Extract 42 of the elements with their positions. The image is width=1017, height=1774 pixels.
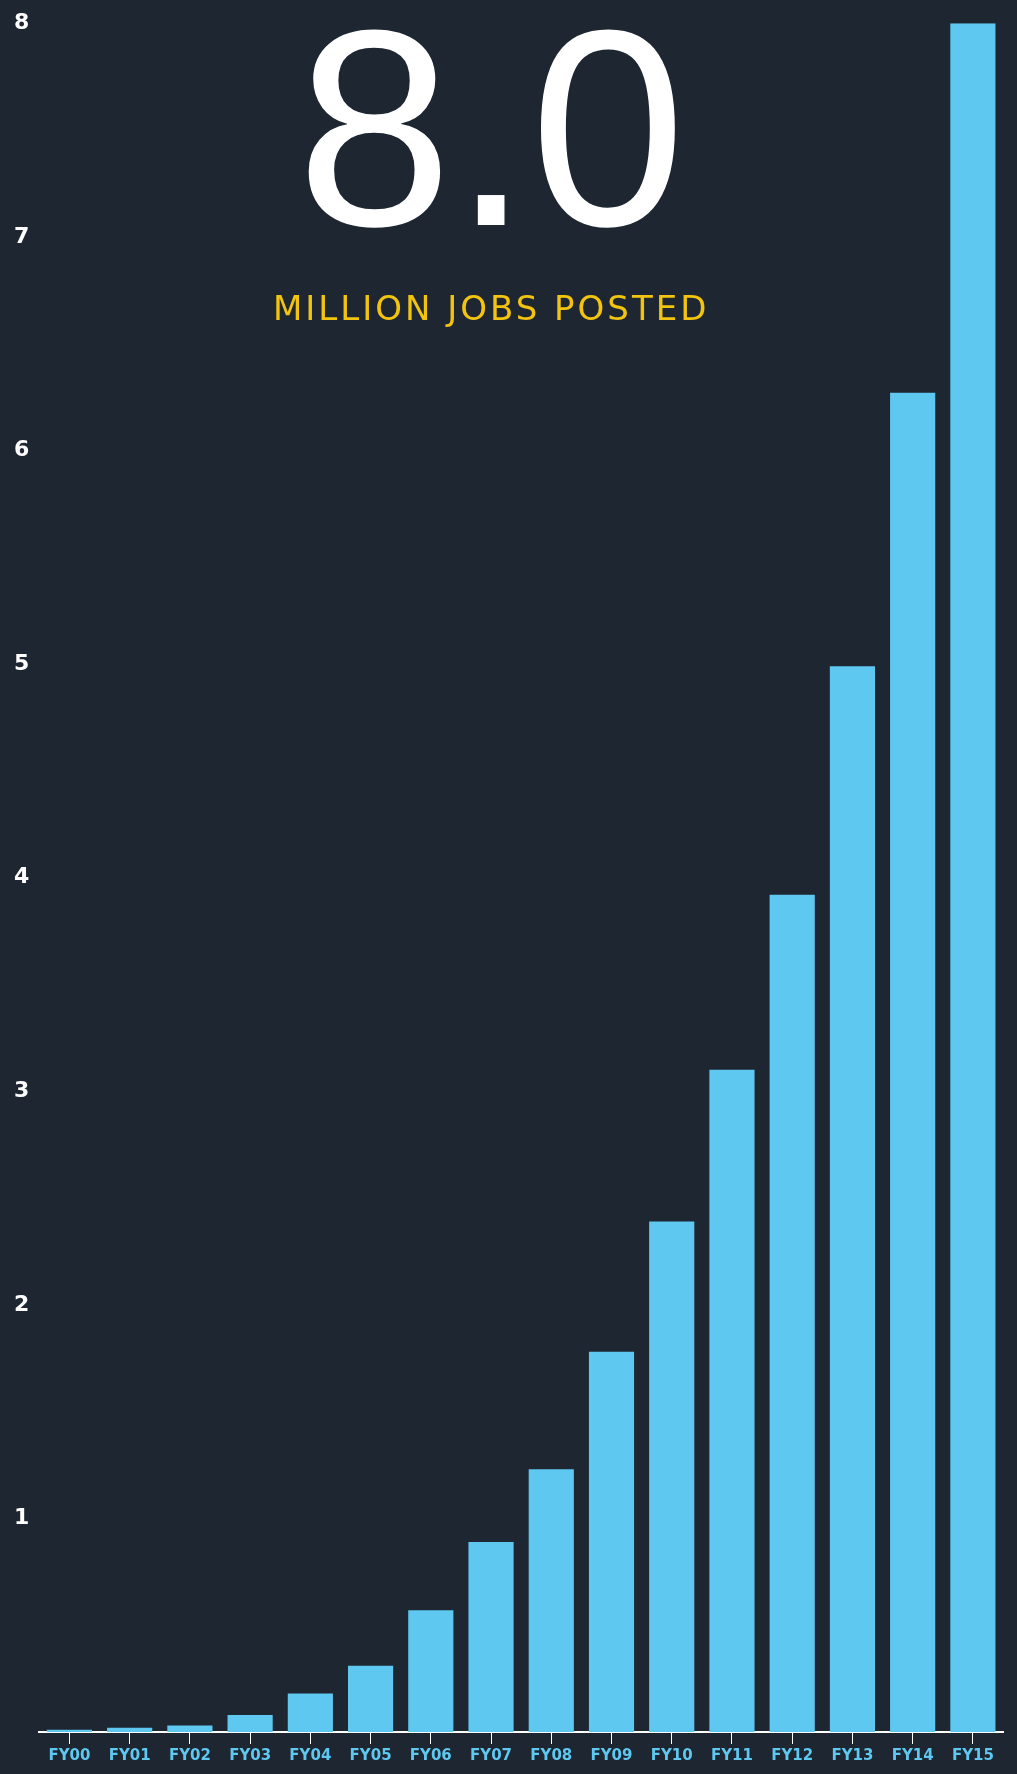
x-tick-label: FY15 (951, 1745, 994, 1764)
bar (709, 1069, 755, 1732)
bar (950, 23, 996, 1732)
y-tick-label: 7 (14, 222, 30, 248)
x-tick-label: FY13 (831, 1745, 874, 1764)
x-tick-label: FY14 (891, 1745, 934, 1764)
x-tick-label: FY03 (229, 1745, 272, 1764)
x-tick-label: FY00 (48, 1745, 91, 1764)
x-tick-label: FY06 (409, 1745, 452, 1764)
x-tick-label: FY09 (590, 1745, 633, 1764)
x-tick-label: FY02 (168, 1745, 211, 1764)
bar (167, 1725, 213, 1732)
y-tick-label: 1 (14, 1504, 30, 1530)
bar (347, 1665, 394, 1732)
y-tick-label: 6 (14, 436, 30, 462)
y-tick-label: 5 (14, 649, 30, 675)
bar (528, 1469, 574, 1732)
x-tick-label: FY10 (650, 1745, 693, 1764)
x-tick-label: FY05 (349, 1745, 392, 1764)
bar (769, 894, 815, 1732)
bar (46, 1729, 93, 1732)
bar (227, 1714, 273, 1732)
y-tick-label: 8 (14, 8, 30, 34)
bar (408, 1610, 454, 1732)
x-tick-label: FY04 (289, 1745, 332, 1764)
x-tick-label: FY12 (771, 1745, 814, 1764)
bar (890, 392, 936, 1732)
bar (588, 1351, 635, 1732)
text: MILLION JOBS POSTED (272, 288, 710, 328)
chart-title: 8.0 (296, 0, 686, 284)
bar (468, 1541, 514, 1732)
x-tick-label: FY11 (710, 1745, 753, 1764)
y-tick-label: 3 (14, 1076, 30, 1102)
bar (107, 1727, 153, 1732)
y-tick-label: 4 (14, 863, 30, 889)
x-tick-label: FY01 (108, 1745, 151, 1764)
bar (829, 666, 876, 1732)
bar (649, 1221, 695, 1732)
bar (287, 1693, 333, 1732)
x-tick-label: FY08 (530, 1745, 573, 1764)
x-tick-label: FY07 (470, 1745, 513, 1764)
y-tick-label: 2 (14, 1290, 30, 1316)
